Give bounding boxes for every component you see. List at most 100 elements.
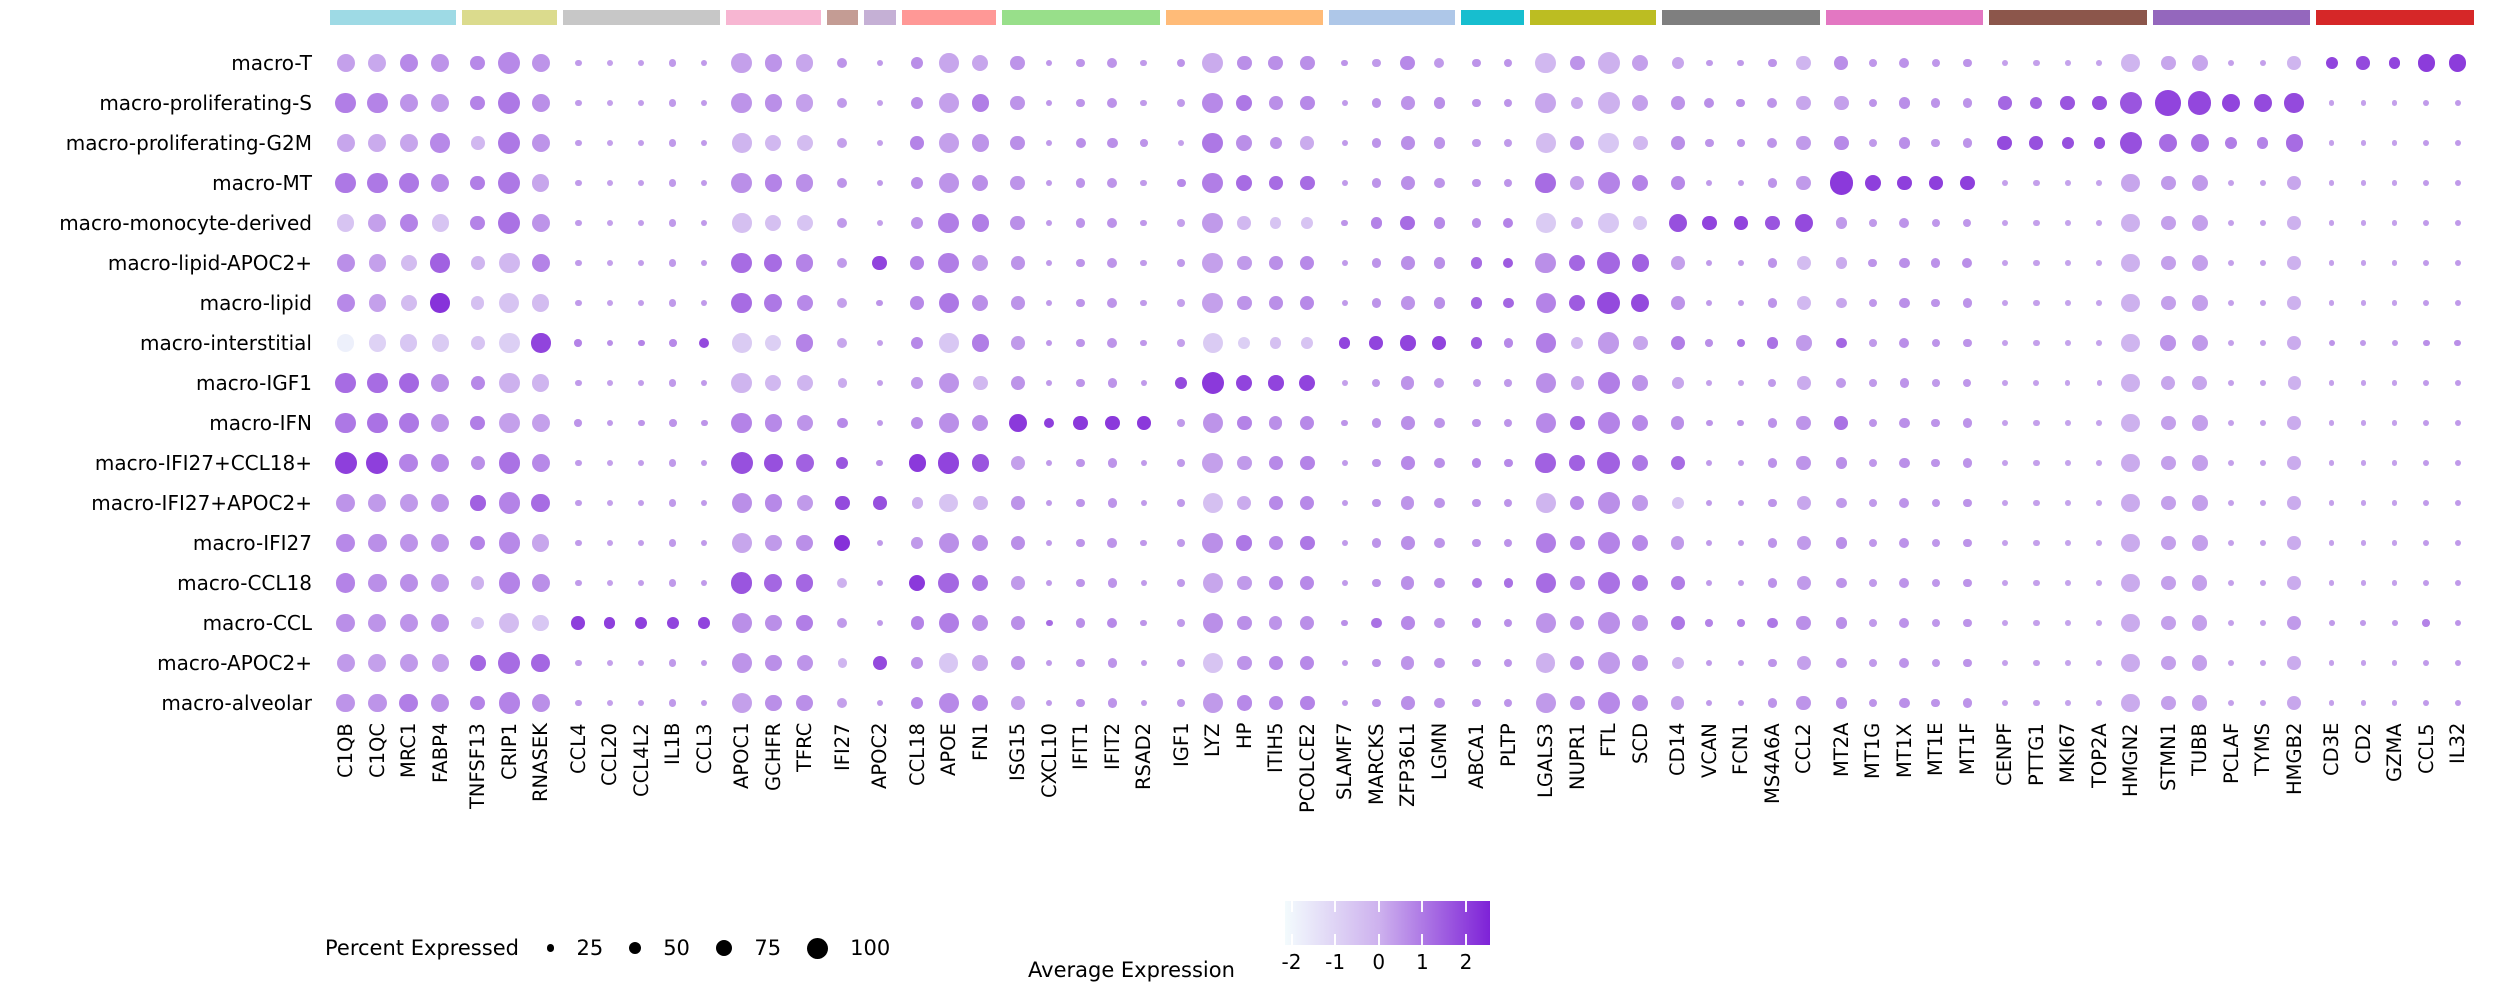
dot-cell (2115, 243, 2147, 283)
dot-cell (1920, 123, 1952, 163)
expression-dot (1433, 417, 1445, 429)
dot-cell (1392, 443, 1424, 483)
dot-cell (1461, 43, 1493, 83)
dot-cell (1361, 523, 1393, 563)
dot-cell (1461, 603, 1493, 643)
group-color-bar (2442, 10, 2474, 25)
dot-cell (1424, 603, 1456, 643)
dot-cell (2279, 323, 2311, 363)
expression-dot (2032, 459, 2040, 467)
dot-cell (1920, 43, 1952, 83)
expression-dot (398, 413, 419, 433)
dot-cell (689, 523, 721, 563)
expression-dot (2192, 655, 2208, 671)
dot-cell (2052, 643, 2084, 683)
dot-cell (1826, 563, 1858, 603)
expression-dot (669, 59, 677, 67)
dot-cell (2021, 243, 2053, 283)
dot-cell (2115, 363, 2147, 403)
expression-dot (2121, 293, 2141, 313)
expression-dot (2001, 259, 2008, 267)
expression-dot (1269, 416, 1283, 430)
dot-cell (2184, 323, 2216, 363)
group-color-bar (2115, 10, 2147, 25)
expression-dot (1401, 496, 1415, 510)
dot-cell (1857, 563, 1889, 603)
expression-dot (1899, 658, 1910, 668)
expression-dot (1202, 492, 1223, 514)
dot-cell (330, 643, 362, 683)
dot-cell (827, 163, 859, 203)
expression-dot (530, 333, 551, 353)
expression-dot (1236, 615, 1252, 631)
expression-dot (574, 59, 582, 67)
expression-dot (1931, 379, 1940, 387)
gene-label: MKI67 (2052, 723, 2084, 893)
gene-label: SCD (1625, 723, 1657, 893)
group-color-bar (1593, 10, 1625, 25)
expression-dot (1570, 176, 1585, 190)
dot-cell (1392, 563, 1424, 603)
dot-cell (1857, 83, 1889, 123)
expression-dot (1737, 59, 1745, 67)
dot-cell (330, 123, 362, 163)
size-legend-dot (807, 937, 829, 959)
dot-cell (362, 603, 394, 643)
dot-cell (1292, 523, 1324, 563)
dot-cell (525, 403, 557, 443)
gene-label-text: PLTP (1496, 723, 1520, 767)
expression-dot (1300, 575, 1315, 591)
dot-cell (2052, 563, 2084, 603)
expression-dot (2287, 256, 2302, 270)
expression-dot (2259, 380, 2266, 386)
gene-label: PCLAF (2216, 723, 2248, 893)
dot-cell (1034, 643, 1066, 683)
expression-dot (2191, 495, 2208, 511)
expression-dot (764, 614, 782, 632)
expression-dot (1931, 498, 1940, 508)
dot-cell (330, 523, 362, 563)
expression-dot (1268, 536, 1283, 550)
dot-cell (1530, 323, 1562, 363)
expression-dot (1632, 135, 1648, 151)
expression-dot (431, 574, 450, 592)
colorbar (1285, 901, 1490, 945)
expression-dot (731, 533, 752, 553)
gene-label-text: CENPF (1993, 723, 2016, 787)
dot-cell (1889, 323, 1921, 363)
expression-dot (1503, 458, 1513, 468)
expression-dot (701, 539, 708, 547)
dot-cell (1260, 563, 1292, 603)
expression-dot (2228, 259, 2235, 267)
expression-dot (2091, 95, 2107, 111)
expression-dot (2392, 500, 2398, 506)
expression-dot (1046, 220, 1053, 226)
expression-dot (1899, 617, 1910, 629)
dot-cell (1392, 163, 1424, 203)
expression-dot (837, 258, 848, 268)
gene-label: MT1G (1857, 723, 1889, 893)
dot-cell (2279, 443, 2311, 483)
expression-dot (1706, 299, 1713, 307)
expression-dot (1597, 291, 1621, 315)
dot-cell (657, 123, 689, 163)
dot-cell (1461, 203, 1493, 243)
expression-dot (1140, 259, 1148, 267)
dot-cell (965, 43, 997, 83)
row-label: macro-lipid-APOC2+ (107, 251, 312, 275)
dot-cell (425, 523, 457, 563)
dot-cell (827, 483, 859, 523)
dot-cell (933, 323, 965, 363)
expression-dot (1140, 699, 1147, 707)
expression-dot (574, 659, 582, 667)
dot-cell (1694, 123, 1726, 163)
dot-cell (1826, 443, 1858, 483)
dot-cell (462, 43, 494, 83)
dot-cell (864, 603, 896, 643)
dot-cell (2184, 523, 2216, 563)
dot-cell (362, 323, 394, 363)
gene-label: TYMS (2247, 723, 2279, 893)
expression-dot (2191, 415, 2208, 431)
expression-dot (1399, 335, 1416, 351)
dot-cell (1952, 643, 1984, 683)
